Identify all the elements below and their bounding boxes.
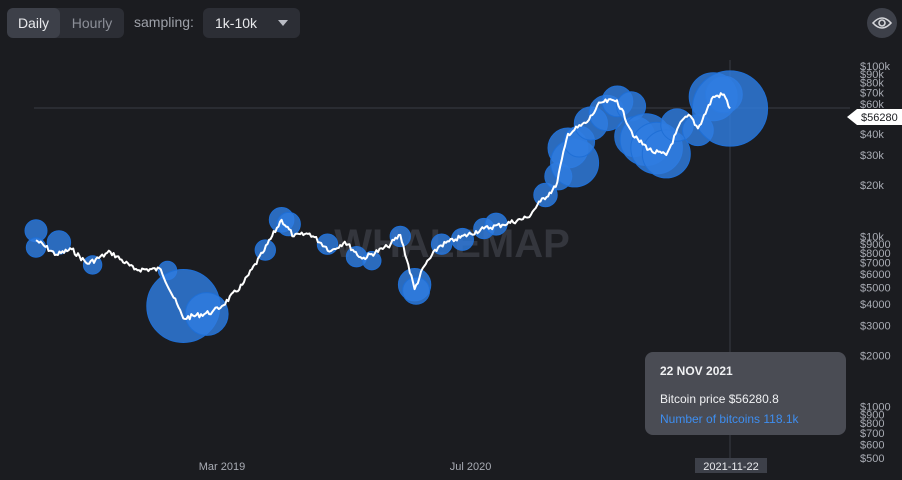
- x-axis-ticks: Mar 2019 Jul 2020: [199, 461, 492, 473]
- tooltip-price: Bitcoin price $56280.8: [660, 392, 779, 406]
- whale-bubble[interactable]: [184, 292, 229, 336]
- y-tick-label: $7000: [860, 258, 891, 270]
- whale-bubble[interactable]: [402, 276, 431, 305]
- y-tick-label: $90k: [860, 69, 884, 81]
- price-line: [35, 92, 731, 321]
- interval-option-hourly[interactable]: Hourly: [71, 15, 113, 31]
- y-tick-label: $600: [860, 440, 884, 452]
- y-tick-label: $80k: [860, 78, 884, 90]
- y-tick-label: $10k: [860, 231, 884, 243]
- y-tick-label: $1000: [860, 402, 891, 414]
- x-tick-label: Mar 2019: [199, 461, 245, 473]
- sampling-label: sampling:: [134, 14, 194, 30]
- crosshair-x-label: 2021-11-22: [695, 458, 767, 473]
- y-tick-label: $60k: [860, 99, 884, 111]
- data-tooltip: 22 NOV 2021 Bitcoin price $56280.8 Numbe…: [645, 352, 846, 435]
- interval-option-daily[interactable]: Daily: [7, 8, 60, 38]
- y-tick-label: $900: [860, 410, 884, 422]
- y-tick-label: $2000: [860, 350, 891, 362]
- y-tick-label: $700: [860, 428, 884, 440]
- eye-icon-button[interactable]: [867, 8, 897, 38]
- y-tick-label: $6000: [860, 269, 891, 281]
- y-axis-ticks: $100k$90k$80k$70k$60k$50k$40k$30k$20k$10…: [860, 61, 891, 465]
- y-tick-label: $9000: [860, 239, 891, 251]
- chevron-down-icon: [278, 20, 288, 26]
- y-tick-label: $500: [860, 453, 884, 465]
- x-tick-label: Jul 2020: [450, 461, 492, 473]
- y-tick-label: $30k: [860, 150, 884, 162]
- y-tick-label: $40k: [860, 129, 884, 141]
- y-tick-label: $800: [860, 418, 884, 430]
- y-tick-label: $4000: [860, 299, 891, 311]
- y-tick-label: $20k: [860, 180, 884, 192]
- tooltip-bitcoins: Number of bitcoins 118.1k: [660, 412, 799, 426]
- sampling-select[interactable]: 1k-10k: [203, 8, 300, 38]
- y-tick-label: $3000: [860, 320, 891, 332]
- y-tick-label: $8000: [860, 248, 891, 260]
- eye-icon: [872, 17, 892, 29]
- y-tick-label: $70k: [860, 87, 884, 99]
- crosshair-date-label: 2021-11-22: [703, 461, 758, 473]
- crosshair-price-label: $56280: [861, 112, 898, 124]
- whale-bubble[interactable]: [276, 211, 301, 237]
- whale-bubble[interactable]: [82, 255, 103, 275]
- y-tick-label: $100k: [860, 61, 890, 73]
- y-tick-label: $5000: [860, 283, 891, 295]
- crosshair-y-label: $56280: [847, 109, 902, 125]
- interval-toggle[interactable]: Daily Hourly: [7, 8, 124, 38]
- sampling-value: 1k-10k: [215, 15, 258, 31]
- bubble-layer: [24, 70, 769, 343]
- tooltip-date: 22 NOV 2021: [660, 364, 733, 378]
